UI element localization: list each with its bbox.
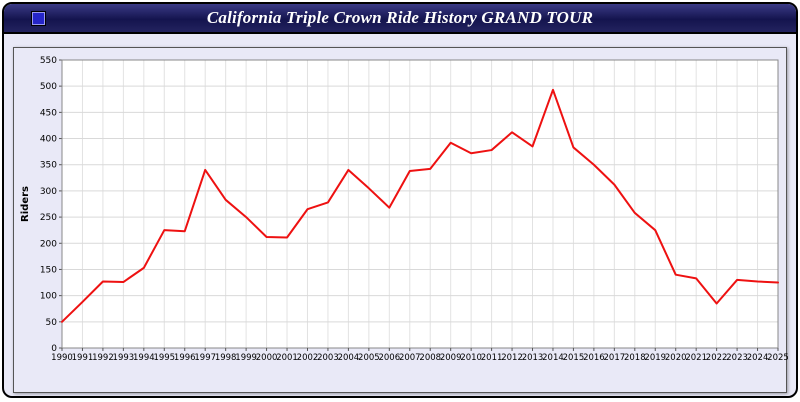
svg-text:1999: 1999 xyxy=(235,353,257,363)
svg-text:250: 250 xyxy=(40,213,57,223)
ride-history-line-chart: 0501001502002503003504004505005501990199… xyxy=(20,56,789,363)
svg-text:350: 350 xyxy=(40,161,57,171)
svg-text:200: 200 xyxy=(40,239,57,249)
svg-text:550: 550 xyxy=(40,56,57,66)
svg-text:1993: 1993 xyxy=(113,353,135,363)
svg-text:2020: 2020 xyxy=(665,353,687,363)
svg-text:1998: 1998 xyxy=(215,353,237,363)
svg-text:1994: 1994 xyxy=(133,353,155,363)
svg-text:2005: 2005 xyxy=(358,353,380,363)
svg-text:2024: 2024 xyxy=(747,353,769,363)
svg-text:2001: 2001 xyxy=(276,353,298,363)
svg-text:2000: 2000 xyxy=(256,353,278,363)
svg-text:0: 0 xyxy=(51,344,57,354)
page-title: California Triple Crown Ride History GRA… xyxy=(206,8,594,27)
svg-text:300: 300 xyxy=(40,187,57,197)
y-axis-label: Riders xyxy=(20,186,31,222)
svg-text:2023: 2023 xyxy=(726,353,748,363)
svg-text:450: 450 xyxy=(40,108,57,118)
svg-text:2017: 2017 xyxy=(604,353,626,363)
svg-text:100: 100 xyxy=(40,292,57,302)
chart-panel: 0 50 100 150 200 250 300 350 400 450 500 550 1990 199… xyxy=(13,47,789,393)
svg-text:2002: 2002 xyxy=(297,353,319,363)
svg-text:50: 50 xyxy=(46,318,58,328)
svg-text:2004: 2004 xyxy=(338,353,360,363)
svg-text:2013: 2013 xyxy=(522,353,544,363)
svg-text:2007: 2007 xyxy=(399,353,421,363)
svg-text:2012: 2012 xyxy=(501,353,523,363)
svg-text:400: 400 xyxy=(40,135,57,145)
svg-text:2008: 2008 xyxy=(419,353,441,363)
svg-text:1991: 1991 xyxy=(72,353,94,363)
svg-text:500: 500 xyxy=(40,82,57,92)
svg-text:1997: 1997 xyxy=(194,353,216,363)
svg-text:2015: 2015 xyxy=(563,353,585,363)
svg-text:1995: 1995 xyxy=(153,353,175,363)
svg-text:1992: 1992 xyxy=(92,353,114,363)
svg-text:2022: 2022 xyxy=(706,353,728,363)
svg-text:2003: 2003 xyxy=(317,353,339,363)
legend-swatch-icon xyxy=(32,12,45,25)
svg-text:2010: 2010 xyxy=(460,353,482,363)
svg-text:2009: 2009 xyxy=(440,353,462,363)
svg-text:1990: 1990 xyxy=(51,353,73,363)
svg-text:2011: 2011 xyxy=(481,353,503,363)
svg-text:2006: 2006 xyxy=(378,353,400,363)
svg-text:2021: 2021 xyxy=(685,353,707,363)
svg-text:2018: 2018 xyxy=(624,353,646,363)
svg-text:1996: 1996 xyxy=(174,353,196,363)
svg-text:2016: 2016 xyxy=(583,353,605,363)
svg-text:2025: 2025 xyxy=(767,353,788,363)
svg-text:150: 150 xyxy=(40,265,57,275)
svg-text:2019: 2019 xyxy=(644,353,666,363)
svg-text:2014: 2014 xyxy=(542,353,564,363)
title-bar: California Triple Crown Ride History GRA… xyxy=(4,4,796,34)
